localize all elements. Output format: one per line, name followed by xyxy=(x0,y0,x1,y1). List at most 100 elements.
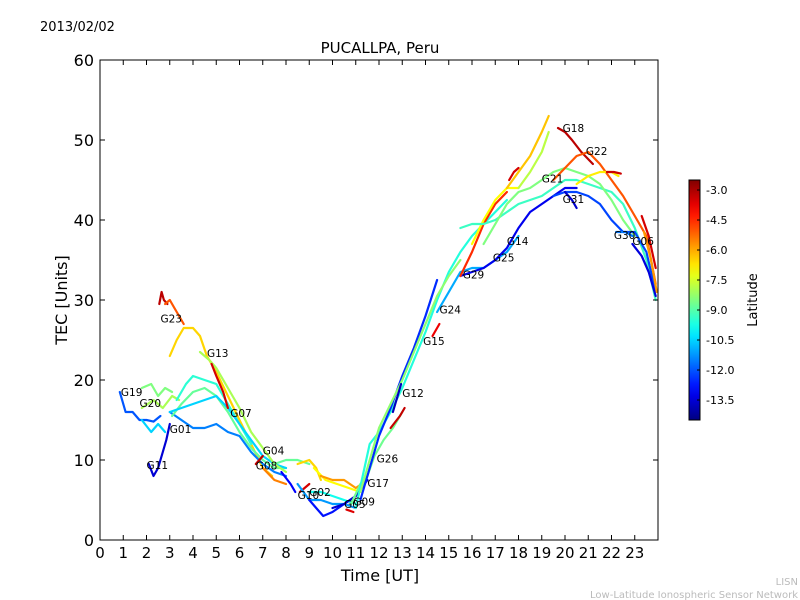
satellite-track-20 xyxy=(296,482,357,510)
colorbar-label: Latitude xyxy=(746,273,761,327)
satellite-track-46 xyxy=(605,170,622,175)
satellite-label-g29: G29 xyxy=(463,269,485,281)
satellite-track-14 xyxy=(254,454,264,466)
chart-title: PUCALLPA, Peru xyxy=(321,39,440,57)
satellite-label-g13: G13 xyxy=(207,348,229,360)
satellite-track-52 xyxy=(642,230,658,294)
colorbar-tick-label: -7.5 xyxy=(706,274,727,287)
satellite-label-g11: G11 xyxy=(147,460,169,472)
colorbar-tick-label: -9.0 xyxy=(706,304,727,317)
x-tick-label: 13 xyxy=(393,544,412,562)
satellite-track-33 xyxy=(431,322,441,338)
satellite-track-37 xyxy=(470,186,520,246)
satellite-label-g19: G19 xyxy=(121,387,143,399)
satellite-track-48 xyxy=(563,190,578,210)
satellite-track-15 xyxy=(280,470,297,494)
x-tick-label: 4 xyxy=(188,544,198,562)
colorbar-tick-label: -4.5 xyxy=(706,214,727,227)
satellite-label-g24: G24 xyxy=(439,305,461,317)
x-tick-label: 2 xyxy=(142,544,152,562)
footer-network-name: Low-Latitude Ionospheric Sensor Network xyxy=(590,590,798,600)
satellite-track-32 xyxy=(389,406,406,430)
colorbar-tick-label: -6.0 xyxy=(706,244,727,257)
satellite-label-g08: G08 xyxy=(256,461,278,473)
satellite-label-g17: G17 xyxy=(367,478,389,490)
colorbar-tick-label: -10.5 xyxy=(706,334,734,347)
y-tick-label: 0 xyxy=(84,531,94,550)
x-tick-label: 22 xyxy=(602,544,621,562)
x-tick-label: 19 xyxy=(532,544,551,562)
satellite-label-g31: G31 xyxy=(563,194,585,206)
x-tick-label: 12 xyxy=(369,544,388,562)
date-label: 2013/02/02 xyxy=(40,20,115,35)
satellite-track-16 xyxy=(261,466,288,486)
x-axis-label: Time [UT] xyxy=(340,566,419,585)
x-tick-label: 10 xyxy=(323,544,342,562)
satellite-label-g10: G10 xyxy=(298,490,320,502)
x-tick-label: 15 xyxy=(439,544,458,562)
footer-lisn: LISN xyxy=(776,577,798,588)
satellite-label-g15: G15 xyxy=(423,336,445,348)
x-tick-label: 3 xyxy=(165,544,175,562)
x-tick-label: 7 xyxy=(258,544,268,562)
satellite-track-35 xyxy=(459,186,578,278)
satellite-track-41 xyxy=(508,166,520,182)
colorbar-gradient xyxy=(688,179,701,421)
satellite-track-13 xyxy=(210,362,229,410)
satellite-track-1 xyxy=(140,382,174,398)
satellite-track-42 xyxy=(517,130,550,190)
satellite-track-50 xyxy=(631,242,657,298)
x-tick-label: 23 xyxy=(625,544,644,562)
x-tick-label: 16 xyxy=(462,544,481,562)
satellite-label-g01: G01 xyxy=(170,424,192,436)
x-tick-label: 0 xyxy=(95,544,105,562)
satellite-label-g07: G07 xyxy=(230,408,252,420)
satellite-label-g14: G14 xyxy=(507,236,529,248)
x-tick-label: 21 xyxy=(579,544,598,562)
satellite-track-30 xyxy=(359,258,462,494)
satellite-track-3 xyxy=(140,418,167,434)
satellite-track-25 xyxy=(345,508,355,514)
x-tick-label: 8 xyxy=(281,544,291,562)
y-tick-label: 30 xyxy=(74,291,94,310)
satellite-track-40 xyxy=(505,114,550,190)
satellite-track-43 xyxy=(556,126,594,166)
satellite-label-g09: G09 xyxy=(353,497,375,509)
satellite-track-47 xyxy=(552,190,657,294)
satellite-track-9 xyxy=(171,386,288,470)
y-tick-label: 50 xyxy=(74,131,94,150)
y-axis-label: TEC [Units] xyxy=(52,255,71,346)
satellite-label-g21: G21 xyxy=(542,173,564,185)
satellite-track-6 xyxy=(164,298,185,326)
satellite-label-g20: G20 xyxy=(140,398,162,410)
x-tick-label: 17 xyxy=(486,544,505,562)
satellite-label-g26: G26 xyxy=(377,453,399,465)
satellite-label-g23: G23 xyxy=(160,313,182,325)
satellite-track-34 xyxy=(436,234,520,314)
satellite-track-8 xyxy=(168,410,288,478)
satellite-label-g02: G02 xyxy=(309,487,331,499)
plot-area: 0 1 2 3 4 5 6 7 8 9 10 11 12 13 14 15 16 17 18 19 20 21 22 2301… xyxy=(74,51,659,562)
x-tick-label: 14 xyxy=(416,544,435,562)
satellite-track-31 xyxy=(391,382,403,414)
satellite-label-g04: G04 xyxy=(263,445,285,457)
x-tick-label: 6 xyxy=(235,544,245,562)
y-tick-label: 60 xyxy=(74,51,94,70)
satellite-track-38 xyxy=(459,178,657,302)
colorbar-tick-label: -3.0 xyxy=(706,184,727,197)
colorbar-tick-label: -12.0 xyxy=(706,364,734,377)
satellite-label-g18: G18 xyxy=(563,123,585,135)
satellite-track-2 xyxy=(140,394,181,410)
x-tick-label: 11 xyxy=(346,544,365,562)
x-tick-label: 1 xyxy=(118,544,128,562)
satellite-track-39 xyxy=(482,166,636,246)
satellite-track-0 xyxy=(118,390,162,423)
y-tick-label: 40 xyxy=(74,211,94,230)
satellite-label-g05: G05 xyxy=(344,499,366,511)
satellite-track-4 xyxy=(147,422,171,478)
y-tick-label: 10 xyxy=(74,451,94,470)
satellite-label-g30: G30 xyxy=(614,230,636,242)
satellite-label-g12: G12 xyxy=(402,388,424,400)
